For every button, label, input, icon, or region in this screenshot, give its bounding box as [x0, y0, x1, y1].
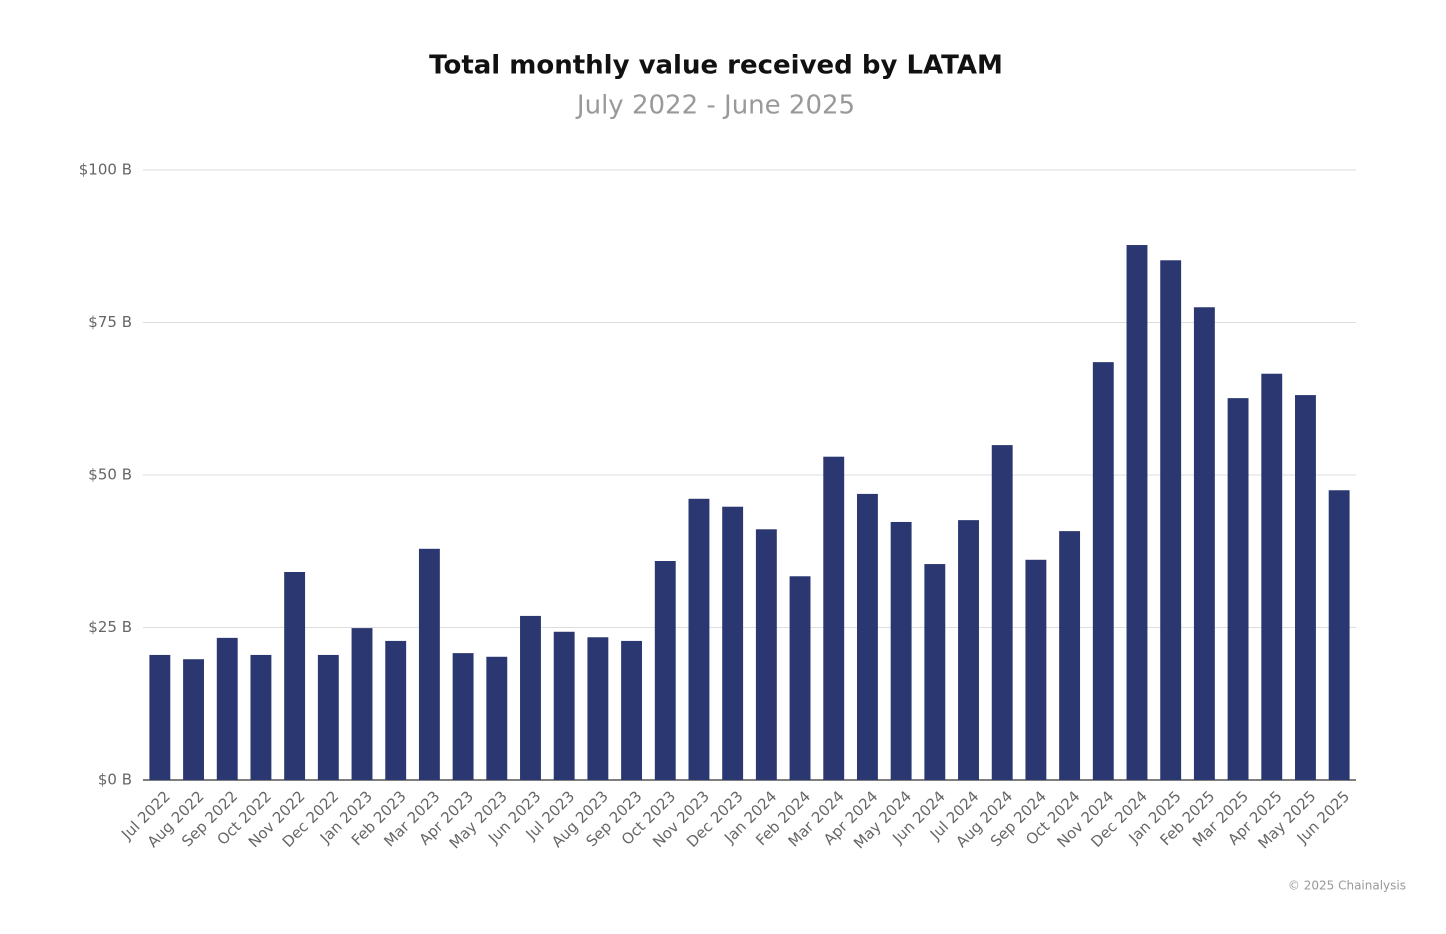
chart-title: Total monthly value received by LATAM	[429, 51, 1003, 81]
bar	[856, 493, 878, 780]
bar	[418, 548, 440, 780]
bar	[654, 561, 676, 780]
chart-subtitle: July 2022 - June 2025	[575, 91, 855, 121]
bar	[587, 637, 609, 780]
y-tick-label: $25 B	[88, 618, 132, 636]
bar	[1193, 307, 1215, 780]
bar	[183, 659, 204, 780]
bar	[452, 653, 474, 780]
y-tick-label: $0 B	[98, 771, 132, 789]
bar	[991, 445, 1013, 780]
source-note: © 2025 Chainalysis	[1288, 879, 1406, 893]
bar	[1328, 490, 1350, 780]
bar	[317, 654, 339, 780]
bar	[486, 656, 508, 780]
bar	[789, 576, 811, 780]
bar	[1059, 531, 1081, 780]
bar	[924, 564, 946, 780]
bar	[1092, 362, 1114, 780]
bar	[1295, 395, 1316, 780]
bar	[621, 640, 643, 780]
y-tick-label: $100 B	[79, 161, 132, 179]
bar	[250, 654, 272, 780]
bar	[351, 628, 373, 780]
bar	[553, 631, 575, 780]
bar	[1025, 559, 1047, 780]
bar	[1261, 373, 1283, 780]
bar	[284, 571, 306, 780]
y-tick-label: $75 B	[88, 313, 132, 331]
bar	[755, 529, 777, 780]
bar	[890, 521, 912, 780]
y-tick-label: $50 B	[88, 466, 132, 484]
bar	[149, 654, 171, 780]
bar	[1126, 245, 1148, 780]
bar	[823, 456, 845, 780]
bar	[520, 615, 541, 780]
bar	[1160, 260, 1182, 780]
bar	[958, 520, 979, 780]
bar	[688, 498, 710, 780]
bar	[722, 506, 744, 780]
bar	[385, 640, 407, 780]
bar	[1227, 398, 1249, 780]
bar	[216, 637, 238, 780]
